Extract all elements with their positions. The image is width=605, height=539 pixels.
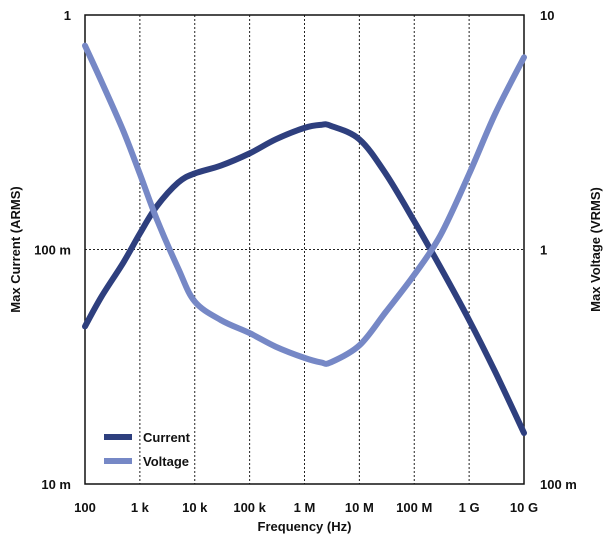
y-right-tick-label: 1	[540, 243, 547, 258]
x-tick-label: 100	[74, 500, 96, 515]
y-right-axis-ticks: 100 m 1 10	[540, 8, 577, 492]
y-left-axis-ticks: 10 m 100 m 1	[34, 8, 71, 492]
x-tick-label: 10 k	[182, 500, 208, 515]
y-left-tick-label: 1	[64, 8, 71, 23]
x-tick-label: 100 k	[233, 500, 266, 515]
x-tick-label: 10 M	[345, 500, 374, 515]
legend: Current Voltage	[104, 430, 191, 469]
x-tick-label: 1 M	[294, 500, 316, 515]
series-line-voltage	[82, 42, 527, 367]
y-right-axis-title: Max Voltage (VRMS)	[588, 187, 603, 312]
y-left-tick-label: 10 m	[41, 477, 71, 492]
grid	[85, 15, 524, 484]
legend-label-current: Current	[143, 430, 191, 445]
x-axis-title: Frequency (Hz)	[258, 519, 352, 534]
y-right-tick-label: 100 m	[540, 477, 577, 492]
y-right-tick-label: 10	[540, 8, 554, 23]
x-axis-ticks: 100 1 k 10 k 100 k 1 M 10 M 100 M 1 G 10 G	[74, 500, 538, 515]
legend-label-voltage: Voltage	[143, 454, 189, 469]
x-tick-label: 1 k	[131, 500, 150, 515]
plot-frame	[84, 14, 525, 485]
series-layer	[82, 42, 527, 436]
x-tick-label: 100 M	[396, 500, 432, 515]
x-tick-label: 1 G	[459, 500, 480, 515]
y-left-tick-label: 100 m	[34, 243, 71, 258]
x-tick-label: 10 G	[510, 500, 538, 515]
series-line-current	[82, 121, 527, 436]
y-left-axis-title: Max Current (ARMS)	[8, 186, 23, 312]
